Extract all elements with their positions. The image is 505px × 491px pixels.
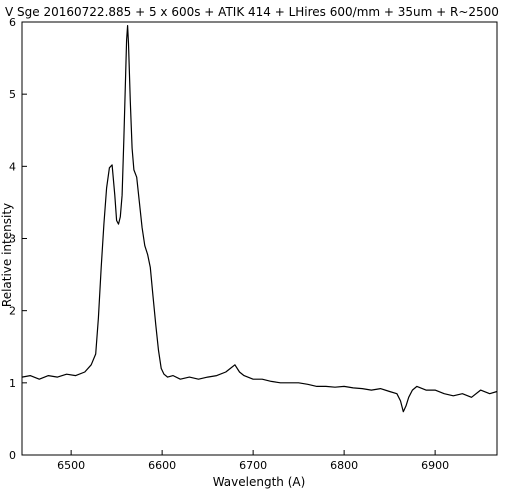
x-axis-ticks: 6500 6600 6700 6800 6900: [57, 450, 449, 472]
y-tick-label: 5: [9, 88, 16, 101]
y-tick-label: 4: [9, 160, 16, 173]
x-tick-label: 6600: [148, 459, 176, 472]
x-tick-label: 6900: [421, 459, 449, 472]
chart-title: V Sge 20160722.885 + 5 x 600s + ATIK 414…: [5, 5, 499, 19]
y-axis-ticks: 0 1 2 3 4 5 6: [9, 16, 27, 462]
y-tick-label: 2: [9, 305, 16, 318]
y-tick-label: 1: [9, 377, 16, 390]
y-tick-label: 3: [9, 233, 16, 246]
x-tick-label: 6700: [239, 459, 267, 472]
y-tick-label: 0: [9, 449, 16, 462]
spectrum-line: [21, 25, 498, 413]
x-tick-label: 6800: [330, 459, 358, 472]
y-tick-label: 6: [9, 16, 16, 29]
y-axis-label: Relative intensity: [0, 203, 14, 307]
x-axis-label: Wavelength (A): [213, 475, 306, 489]
x-tick-label: 6500: [57, 459, 85, 472]
